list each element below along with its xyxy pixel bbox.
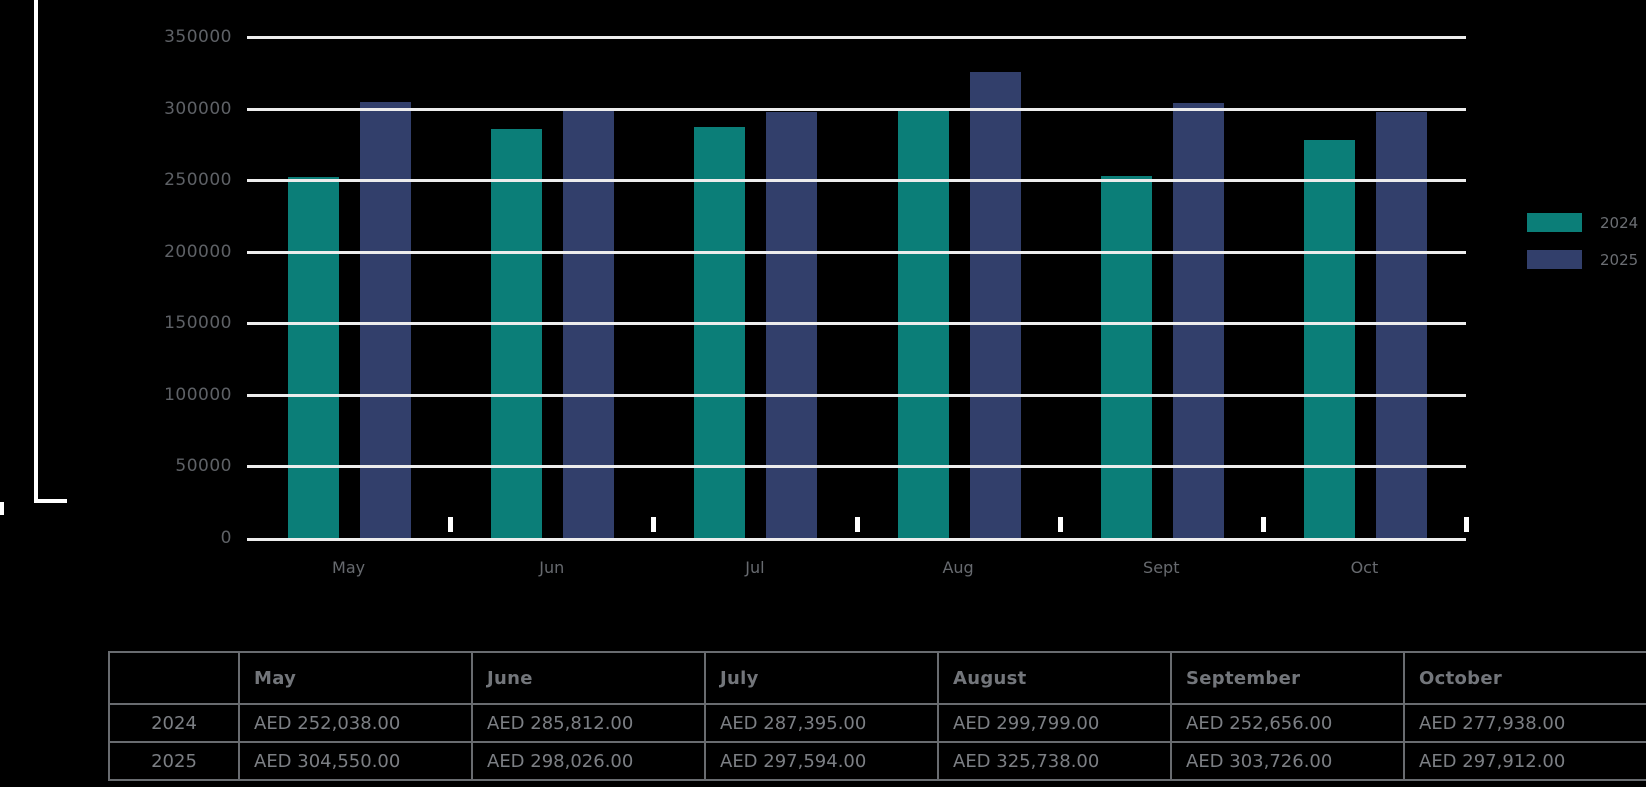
legend-item-2024[interactable]: 2024 (1527, 213, 1638, 232)
chart-bar-2025-may[interactable] (360, 102, 411, 538)
frame-left-border (34, 0, 38, 503)
cell-2025-october: AED 297,912.00 (1403, 741, 1646, 781)
cell-2024-may: AED 252,038.00 (238, 703, 473, 743)
y-gridline (247, 107, 1466, 111)
y-gridline (247, 179, 1466, 183)
chart-legend: 2024 2025 (1527, 213, 1638, 287)
x-axis-label-jul: Jul (745, 558, 765, 577)
legend-swatch-2025 (1527, 250, 1582, 269)
y-gridline (247, 393, 1466, 397)
category-boundary-tick (448, 517, 454, 532)
cell-2025-may: AED 304,550.00 (238, 741, 473, 781)
header-june: June (471, 651, 706, 705)
frame-edge-tick (0, 502, 4, 515)
y-gridline (247, 538, 1466, 541)
category-boundary-tick (1057, 517, 1063, 532)
y-axis-tick-label: 0 (220, 528, 232, 548)
table-header-row: May June July August September October (108, 651, 1646, 705)
cell-2024-august: AED 299,799.00 (937, 703, 1172, 743)
chart-bar-2024-jun[interactable] (491, 128, 543, 538)
legend-label: 2024 (1600, 213, 1639, 232)
category-boundary-tick (854, 517, 860, 532)
row-label-2024: 2024 (108, 703, 240, 743)
monthly-values-table-wrap: May June July August September October 2… (108, 651, 1646, 781)
y-gridline (247, 322, 1466, 326)
y-axis-tick-label: 150000 (164, 313, 232, 334)
category-boundary-tick (1464, 517, 1469, 532)
frame-corner-foot (34, 499, 67, 503)
y-gridline (247, 465, 1466, 469)
y-axis-tick-label: 300000 (164, 98, 232, 119)
header-september: September (1170, 651, 1405, 705)
legend-swatch-2024 (1527, 213, 1582, 232)
bar-chart: 0 50000 100000 150000 200000 250000 300000 3500… (164, 27, 1469, 577)
cell-2025-june: AED 298,026.00 (471, 741, 706, 781)
cell-2024-september: AED 252,656.00 (1170, 703, 1405, 743)
row-label-2025: 2025 (108, 741, 240, 781)
cell-2024-october: AED 277,938.00 (1403, 703, 1646, 743)
cell-2024-july: AED 287,395.00 (704, 703, 939, 743)
header-may: May (238, 651, 473, 705)
chart-bar-2025-aug[interactable] (969, 71, 1021, 538)
category-boundary-tick (651, 517, 657, 532)
header-july: July (704, 651, 939, 705)
y-axis-tick-label: 250000 (164, 170, 232, 191)
legend-label: 2025 (1600, 250, 1639, 269)
y-axis-tick-label: 100000 (164, 384, 232, 405)
x-axis-label-oct: Oct (1350, 558, 1379, 577)
x-axis-label-sept: Sept (1143, 558, 1180, 577)
table-row: 2025 AED 304,550.00 AED 298,026.00 AED 2… (108, 741, 1646, 781)
legend-item-2025[interactable]: 2025 (1527, 250, 1638, 269)
y-gridline (247, 250, 1466, 254)
x-axis-label-aug: Aug (942, 558, 974, 577)
table-row: 2024 AED 252,038.00 AED 285,812.00 AED 2… (108, 703, 1646, 743)
cell-2025-august: AED 325,738.00 (937, 741, 1172, 781)
chart-bar-2024-may[interactable] (288, 177, 339, 538)
y-axis-tick-label: 50000 (175, 456, 232, 477)
header-october: October (1403, 651, 1646, 705)
chart-bar-2024-oct[interactable] (1303, 140, 1355, 538)
cell-2025-september: AED 303,726.00 (1170, 741, 1405, 781)
y-gridline (247, 36, 1466, 39)
y-axis-tick-label: 200000 (164, 241, 232, 262)
chart-bar-2024-sept[interactable] (1100, 176, 1152, 538)
chart-bar-2024-jul[interactable] (694, 126, 746, 538)
cell-2024-june: AED 285,812.00 (471, 703, 706, 743)
monthly-values-table: May June July August September October 2… (108, 651, 1646, 781)
header-empty (108, 651, 240, 705)
x-axis-label-jun: Jun (539, 558, 565, 577)
y-axis-tick-label: 350000 (164, 27, 232, 47)
x-axis-label-may: May (332, 558, 366, 577)
header-august: August (937, 651, 1172, 705)
cell-2025-july: AED 297,594.00 (704, 741, 939, 781)
category-boundary-tick (1260, 517, 1266, 532)
chart-bar-2025-sept[interactable] (1172, 103, 1224, 538)
